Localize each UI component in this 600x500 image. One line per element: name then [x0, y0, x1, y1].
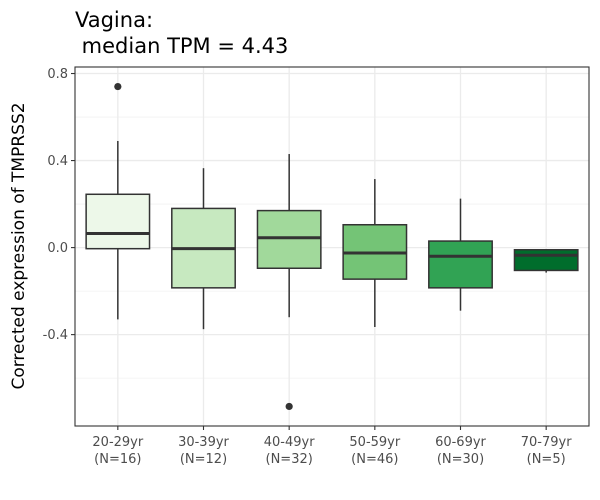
y-tick-label: 0.8: [47, 67, 68, 82]
chart-title-line-1: Vagina:: [75, 8, 153, 32]
x-tick-count: (N=30): [437, 452, 484, 467]
x-tick-count: (N=5): [527, 452, 566, 467]
plot-panel: [75, 67, 589, 426]
box-group-70-79yr: [514, 250, 577, 273]
y-tick-label: 0.4: [47, 154, 68, 169]
x-tick-count: (N=46): [351, 452, 398, 467]
x-axis-ticks: 20-29yr (N=16) 30-39yr (N=12) 40-49yr (N=32) 5…: [92, 426, 572, 467]
x-tick-label: 50-59yr: [349, 435, 400, 450]
x-tick-label: 40-49yr: [264, 435, 315, 450]
x-tick-label: 60-69yr: [435, 435, 486, 450]
box-iqr: [86, 194, 149, 248]
box-iqr: [429, 241, 492, 288]
y-tick-label: -0.4: [43, 328, 68, 343]
x-tick-count: (N=12): [180, 452, 227, 467]
x-tick-label: 20-29yr: [92, 435, 143, 450]
chart-title-line-2: median TPM = 4.43: [75, 34, 288, 58]
x-tick-label: 30-39yr: [178, 435, 229, 450]
y-axis-title: Corrected expression of TMPRSS2: [9, 102, 29, 389]
y-axis-ticks: 0.8 0.4 0.0 -0.4: [43, 67, 75, 343]
x-tick-count: (N=32): [266, 452, 313, 467]
box-iqr: [514, 250, 577, 271]
y-tick-label: 0.0: [47, 241, 68, 256]
outlier-point: [286, 403, 293, 410]
x-tick-count: (N=16): [94, 452, 141, 467]
outlier-point: [114, 83, 121, 90]
x-tick-label: 70-79yr: [521, 435, 572, 450]
box-iqr: [257, 211, 320, 269]
panel-background: [75, 67, 589, 426]
